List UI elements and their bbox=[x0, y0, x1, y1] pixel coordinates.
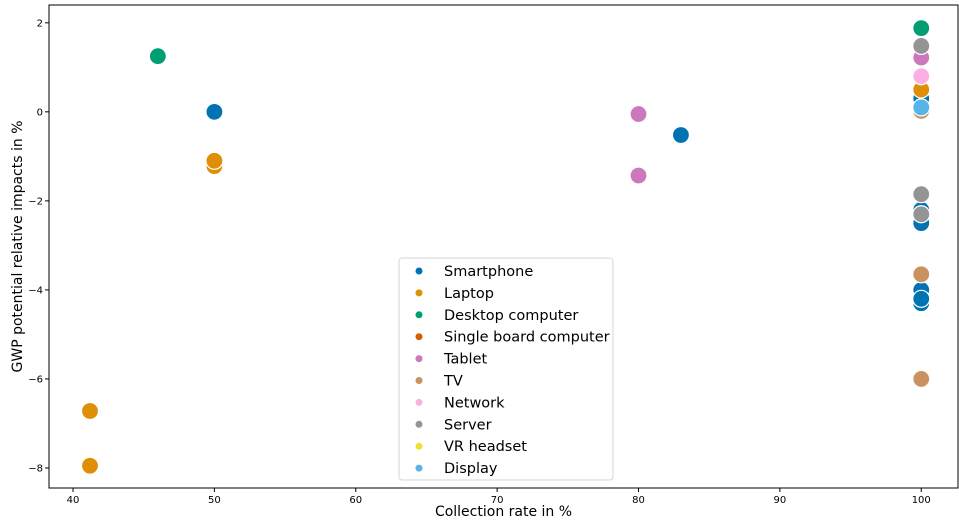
legend-label: Server bbox=[444, 417, 492, 433]
x-tick-label: 50 bbox=[208, 495, 221, 506]
plot-frame bbox=[48, 4, 959, 489]
legend: Smartphone Laptop Desktop computer Single b… bbox=[398, 257, 614, 481]
data-point bbox=[80, 401, 100, 421]
legend-label: VR headset bbox=[444, 439, 527, 455]
legend-marker bbox=[415, 311, 423, 319]
data-point bbox=[629, 166, 648, 185]
y-tick-label: −6 bbox=[28, 374, 43, 385]
y-tick-label: −4 bbox=[28, 285, 43, 296]
data-point bbox=[629, 104, 648, 124]
legend-marker bbox=[415, 420, 423, 428]
x-tick-label: 80 bbox=[632, 495, 645, 506]
data-point bbox=[205, 102, 224, 121]
x-tick-label: 70 bbox=[491, 495, 504, 506]
data-points bbox=[80, 19, 931, 475]
x-tick-label: 90 bbox=[774, 495, 787, 506]
legend-marker bbox=[415, 442, 423, 450]
data-point bbox=[912, 36, 931, 56]
x-tick-label: 40 bbox=[67, 495, 80, 506]
legend-marker bbox=[415, 267, 423, 275]
legend-marker bbox=[415, 289, 423, 297]
legend-label: Single board computer bbox=[444, 330, 610, 346]
y-tick-label: −2 bbox=[28, 196, 43, 207]
legend-label: Network bbox=[444, 395, 505, 411]
x-axis-label: Collection rate in % bbox=[435, 504, 572, 520]
legend-label: TV bbox=[443, 374, 463, 390]
legend-label: Laptop bbox=[444, 286, 494, 302]
data-point bbox=[912, 19, 931, 38]
data-point bbox=[912, 289, 931, 308]
data-point bbox=[671, 125, 691, 145]
x-tick-label: 60 bbox=[349, 495, 362, 506]
legend-marker bbox=[415, 355, 423, 363]
legend-label: Desktop computer bbox=[444, 308, 578, 324]
y-axis-label: GWP potential relative impacts in % bbox=[10, 120, 26, 372]
legend-marker bbox=[415, 333, 423, 341]
data-point bbox=[912, 205, 931, 224]
y-tick-label: 2 bbox=[37, 18, 43, 29]
data-point bbox=[80, 456, 100, 475]
legend-label: Tablet bbox=[443, 352, 487, 368]
legend-box bbox=[398, 257, 614, 481]
y-axis: 2 0 −2 −4 −6 −8 bbox=[28, 18, 49, 474]
data-point bbox=[148, 47, 167, 66]
legend-marker bbox=[415, 377, 423, 384]
data-point bbox=[912, 369, 931, 389]
data-point bbox=[912, 185, 931, 204]
y-tick-label: −8 bbox=[28, 463, 43, 474]
legend-label: Smartphone bbox=[444, 264, 533, 280]
legend-marker bbox=[415, 464, 423, 472]
legend-marker bbox=[415, 398, 423, 406]
data-point bbox=[912, 67, 931, 86]
x-tick-label: 100 bbox=[912, 495, 931, 506]
x-axis: 40 50 60 70 80 90 100 bbox=[67, 488, 931, 506]
plot-area bbox=[48, 4, 959, 489]
data-point bbox=[912, 98, 931, 117]
y-tick-label: 0 bbox=[37, 107, 43, 118]
data-point bbox=[912, 265, 931, 284]
data-point bbox=[205, 151, 224, 170]
legend-label: Display bbox=[444, 461, 498, 477]
